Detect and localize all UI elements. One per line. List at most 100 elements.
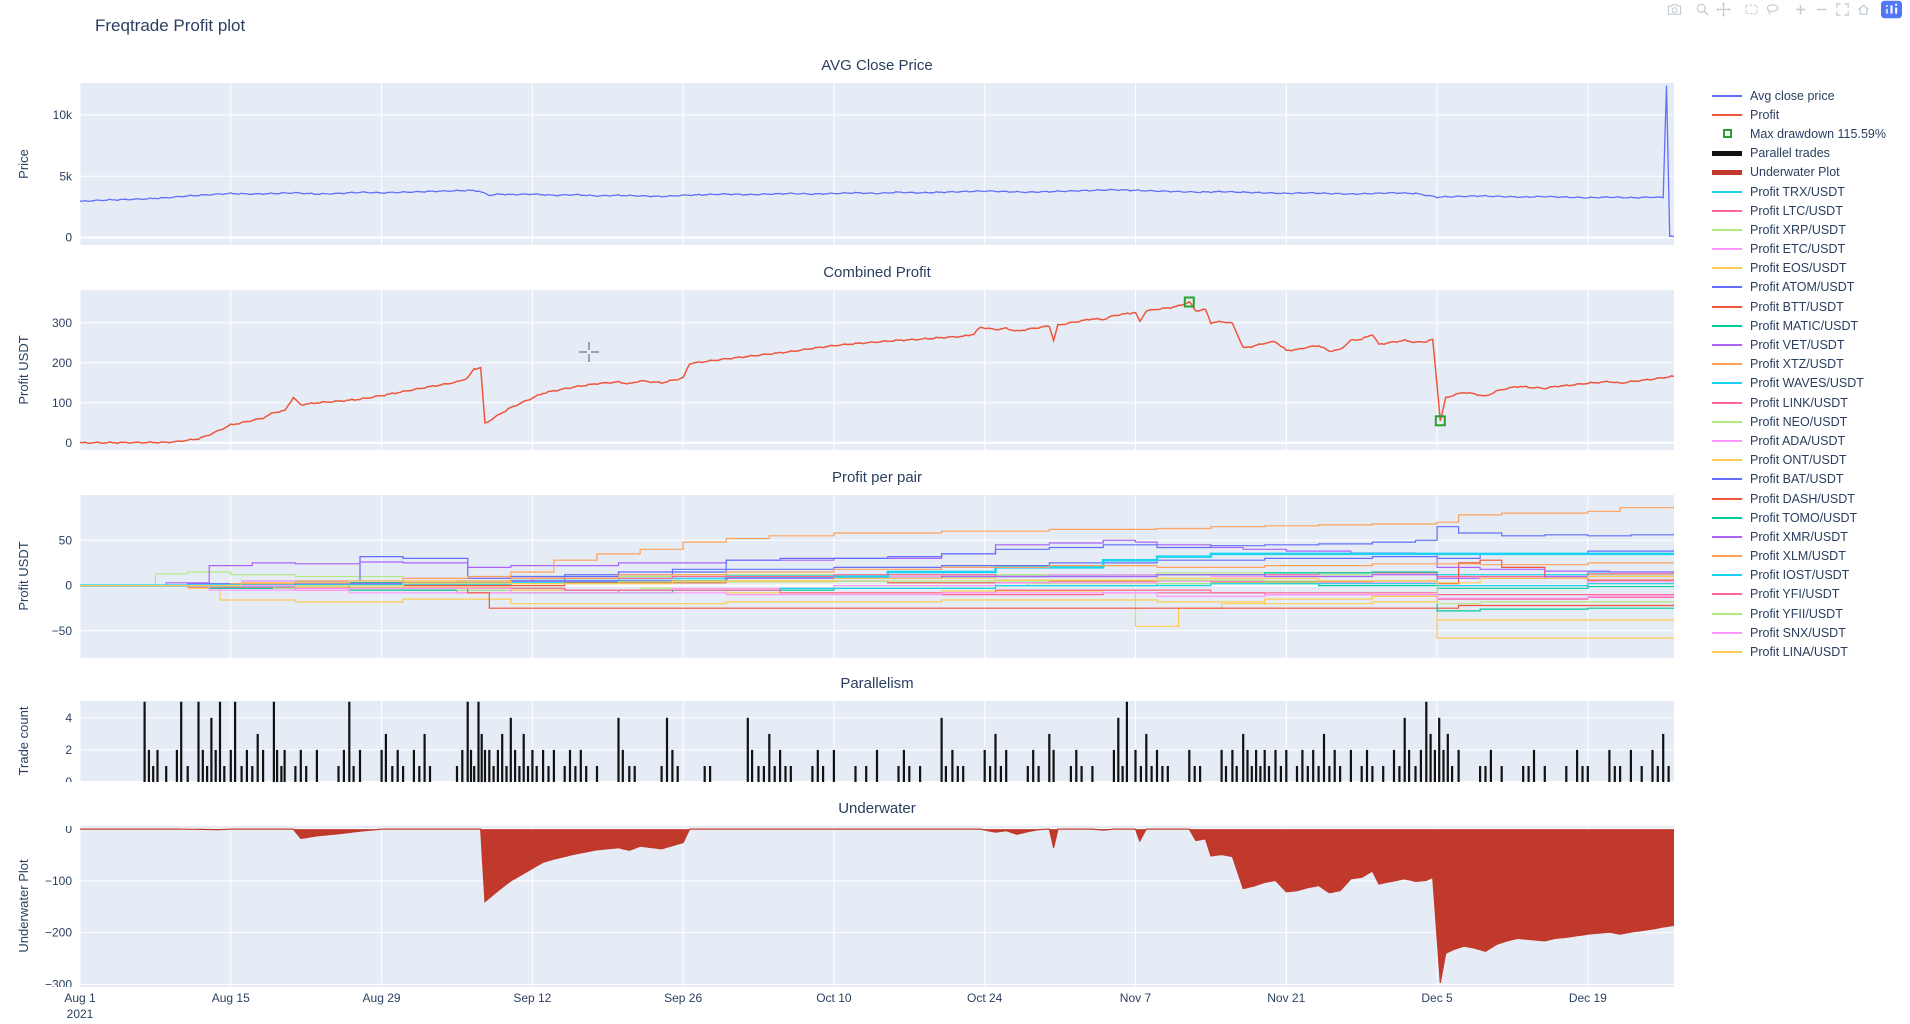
legend-item-label: Profit XLM/USDT xyxy=(1750,549,1846,564)
x-tick-label: Sep 26 xyxy=(664,991,703,1005)
legend-item-profit-vet-usdt[interactable]: Profit VET/USDT xyxy=(1712,335,1886,354)
legend-swatch-line xyxy=(1712,324,1742,327)
profit-per-pair-chart[interactable]: −50 0 50 xyxy=(0,495,1700,658)
lasso-icon[interactable] xyxy=(1762,0,1783,19)
legend-swatch-line xyxy=(1712,382,1742,385)
legend-item-profit-lina-usdt[interactable]: Profit LINA/USDT xyxy=(1712,642,1886,661)
legend-item-profit-ada-usdt[interactable]: Profit ADA/USDT xyxy=(1712,431,1886,450)
subplot-title-combined-profit: Combined Profit xyxy=(823,264,931,281)
legend-item-profit-xrp-usdt[interactable]: Profit XRP/USDT xyxy=(1712,220,1886,239)
legend-item-profit-bat-usdt[interactable]: Profit BAT/USDT xyxy=(1712,470,1886,489)
x-tick-label: Oct 10 xyxy=(816,991,852,1005)
legend: Avg close price Profit Max drawdown 115.59… xyxy=(1712,86,1886,662)
legend-item-profit-ont-usdt[interactable]: Profit ONT/USDT xyxy=(1712,451,1886,470)
legend-swatch-line xyxy=(1712,593,1742,596)
legend-item-profit-iost-usdt[interactable]: Profit IOST/USDT xyxy=(1712,566,1886,585)
legend-swatch-line xyxy=(1712,344,1742,347)
legend-swatch-line xyxy=(1712,478,1742,481)
legend-item-label: Profit XTZ/USDT xyxy=(1750,357,1844,372)
subplot-title-profit-per-pair: Profit per pair xyxy=(831,469,923,486)
legend-item-profit-snx-usdt[interactable]: Profit SNX/USDT xyxy=(1712,623,1886,642)
svg-text:5k: 5k xyxy=(59,169,73,183)
plotly-logo-icon[interactable] xyxy=(1881,0,1902,19)
legend-swatch-line xyxy=(1712,190,1742,193)
svg-text:300: 300 xyxy=(52,316,72,330)
legend-item-profit-etc-usdt[interactable]: Profit ETC/USDT xyxy=(1712,240,1886,259)
zoom-out-icon[interactable] xyxy=(1811,0,1832,19)
legend-item-label: Profit VET/USDT xyxy=(1750,338,1845,353)
legend-swatch-line xyxy=(1712,555,1742,558)
legend-item-label: Profit IOST/USDT xyxy=(1750,568,1850,583)
x-tick-label: Dec 19 xyxy=(1568,991,1607,1005)
legend-item-max-drawdown-115-59[interactable]: Max drawdown 115.59% xyxy=(1712,124,1886,143)
legend-item-profit-xmr-usdt[interactable]: Profit XMR/USDT xyxy=(1712,527,1886,546)
autoscale-icon[interactable] xyxy=(1832,0,1853,19)
legend-item-underwater-plot[interactable]: Underwater Plot xyxy=(1712,163,1886,182)
legend-item-label: Profit TOMO/USDT xyxy=(1750,510,1858,525)
parallelism-chart[interactable]: 0 2 4 xyxy=(0,701,1700,782)
legend-item-label: Profit BTT/USDT xyxy=(1750,299,1844,314)
legend-item-label: Profit ETC/USDT xyxy=(1750,242,1846,257)
legend-item-label: Profit EOS/USDT xyxy=(1750,261,1847,276)
legend-swatch-line xyxy=(1712,248,1742,251)
legend-item-profit-btt-usdt[interactable]: Profit BTT/USDT xyxy=(1712,297,1886,316)
svg-text:−100: −100 xyxy=(45,874,72,888)
x-tick-label: Aug 1 xyxy=(64,991,96,1005)
legend-item-profit-yfii-usdt[interactable]: Profit YFII/USDT xyxy=(1712,604,1886,623)
legend-item-profit-xtz-usdt[interactable]: Profit XTZ/USDT xyxy=(1712,355,1886,374)
camera-icon[interactable] xyxy=(1664,0,1685,19)
legend-item-profit-xlm-usdt[interactable]: Profit XLM/USDT xyxy=(1712,547,1886,566)
legend-item-label: Profit ONT/USDT xyxy=(1750,453,1847,468)
reset-axes-icon[interactable] xyxy=(1853,0,1874,19)
svg-text:0: 0 xyxy=(65,231,72,245)
x-tick-label: Dec 5 xyxy=(1421,991,1453,1005)
legend-item-label: Profit TRX/USDT xyxy=(1750,184,1845,199)
zoom-icon[interactable] xyxy=(1692,0,1713,19)
box-select-icon[interactable] xyxy=(1741,0,1762,19)
legend-item-profit-trx-usdt[interactable]: Profit TRX/USDT xyxy=(1712,182,1886,201)
subplot-title-avg-close-price: AVG Close Price xyxy=(821,57,933,74)
legend-item-profit-dash-usdt[interactable]: Profit DASH/USDT xyxy=(1712,489,1886,508)
legend-item-profit-yfi-usdt[interactable]: Profit YFI/USDT xyxy=(1712,585,1886,604)
zoom-in-icon[interactable] xyxy=(1790,0,1811,19)
legend-item-label: Profit XRP/USDT xyxy=(1750,222,1846,237)
legend-item-parallel-trades[interactable]: Parallel trades xyxy=(1712,144,1886,163)
legend-item-label: Parallel trades xyxy=(1750,146,1830,161)
legend-swatch-line xyxy=(1712,459,1742,462)
svg-text:−50: −50 xyxy=(52,624,73,638)
legend-item-profit[interactable]: Profit xyxy=(1712,105,1886,124)
legend-swatch-line xyxy=(1712,113,1742,116)
legend-swatch-line xyxy=(1712,535,1742,538)
legend-item-profit-eos-usdt[interactable]: Profit EOS/USDT xyxy=(1712,259,1886,278)
legend-swatch-line xyxy=(1712,150,1742,156)
legend-item-avg-close-price[interactable]: Avg close price xyxy=(1712,86,1886,105)
legend-item-profit-link-usdt[interactable]: Profit LINK/USDT xyxy=(1712,393,1886,412)
combined-profit-chart[interactable]: 0 100 200 300 xyxy=(0,290,1700,450)
plotly-modebar xyxy=(1664,0,1902,19)
x-tick-label: Sep 12 xyxy=(513,991,552,1005)
legend-swatch-line xyxy=(1712,286,1742,289)
legend-item-label: Max drawdown 115.59% xyxy=(1750,126,1886,141)
legend-item-label: Profit NEO/USDT xyxy=(1750,414,1848,429)
legend-swatch-line xyxy=(1712,612,1742,615)
legend-swatch-line xyxy=(1712,497,1742,500)
legend-item-label: Profit MATIC/USDT xyxy=(1750,318,1859,333)
x-tick-label: Nov 21 xyxy=(1267,991,1306,1005)
legend-swatch-square xyxy=(1712,129,1742,139)
svg-text:4: 4 xyxy=(65,711,72,725)
legend-item-profit-ltc-usdt[interactable]: Profit LTC/USDT xyxy=(1712,201,1886,220)
legend-item-profit-waves-usdt[interactable]: Profit WAVES/USDT xyxy=(1712,374,1886,393)
legend-item-label: Profit LINK/USDT xyxy=(1750,395,1848,410)
pan-icon[interactable] xyxy=(1713,0,1734,19)
legend-swatch-line xyxy=(1712,401,1742,404)
legend-item-profit-neo-usdt[interactable]: Profit NEO/USDT xyxy=(1712,412,1886,431)
legend-item-profit-tomo-usdt[interactable]: Profit TOMO/USDT xyxy=(1712,508,1886,527)
legend-item-profit-atom-usdt[interactable]: Profit ATOM/USDT xyxy=(1712,278,1886,297)
legend-item-profit-matic-usdt[interactable]: Profit MATIC/USDT xyxy=(1712,316,1886,335)
subplot-title-underwater: Underwater xyxy=(838,800,916,817)
legend-item-label: Profit WAVES/USDT xyxy=(1750,376,1864,391)
svg-text:200: 200 xyxy=(52,356,72,370)
underwater-chart[interactable]: 0 −100 −200 −300 xyxy=(0,826,1700,987)
x-tick-label: Oct 24 xyxy=(967,991,1003,1005)
avg-close-price-chart[interactable]: 0 5k 10k xyxy=(0,83,1700,245)
